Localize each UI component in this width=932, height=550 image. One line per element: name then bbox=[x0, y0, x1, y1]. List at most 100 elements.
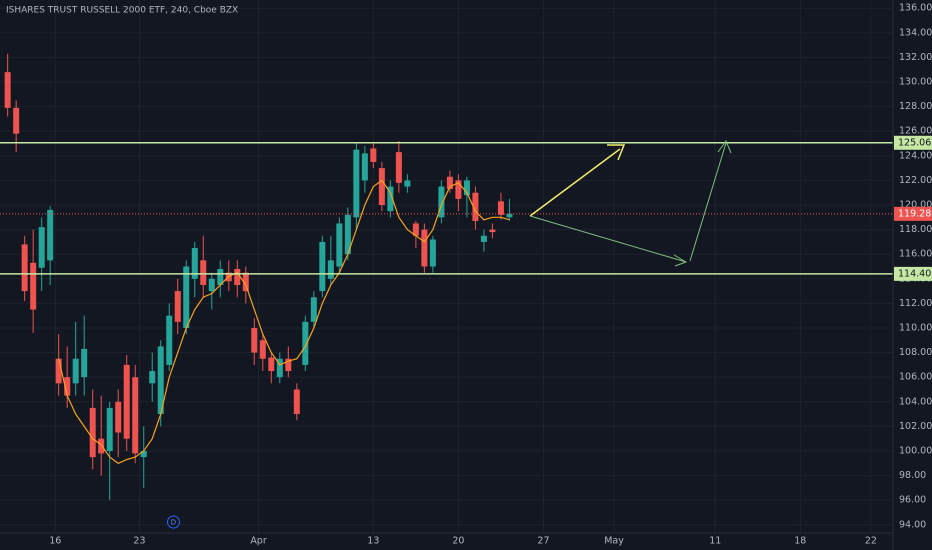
candle-body bbox=[421, 229, 428, 267]
y-tick-label: 98.00 bbox=[899, 470, 926, 481]
candle-body bbox=[404, 180, 411, 187]
candle-body bbox=[149, 371, 156, 384]
x-tick-label: 11 bbox=[709, 536, 721, 547]
last-price-badge bbox=[894, 206, 932, 221]
dividend-marker bbox=[166, 515, 180, 529]
y-tick-label: 108.00 bbox=[899, 347, 932, 358]
y-tick-label: 122.00 bbox=[899, 175, 932, 186]
plot bbox=[0, 53, 893, 501]
y-tick-label: 124.00 bbox=[899, 150, 932, 161]
grid bbox=[0, 0, 893, 533]
x-tick-label: 27 bbox=[537, 536, 549, 547]
candle-body bbox=[387, 186, 394, 212]
candle-body bbox=[191, 248, 198, 279]
x-tick-label: 13 bbox=[367, 536, 379, 547]
y-tick-label: 110.00 bbox=[899, 322, 932, 333]
candle-body bbox=[106, 407, 113, 451]
x-tick-label: 23 bbox=[133, 536, 145, 547]
candle-body bbox=[370, 148, 377, 162]
candle-body bbox=[123, 364, 130, 439]
candle-body bbox=[157, 346, 164, 415]
candle-body bbox=[242, 272, 249, 292]
candle-body bbox=[361, 153, 368, 181]
candle-body bbox=[259, 340, 266, 359]
candle-body bbox=[336, 223, 343, 267]
candle-body bbox=[200, 260, 207, 285]
candle-body bbox=[30, 262, 37, 310]
candle-body bbox=[497, 201, 504, 215]
candle-body bbox=[183, 266, 190, 328]
x-tick-label: 22 bbox=[865, 536, 877, 547]
y-tick-label: 118.00 bbox=[899, 224, 932, 235]
y-tick-label: 116.00 bbox=[899, 249, 932, 260]
candle-body bbox=[463, 180, 470, 196]
candle-body bbox=[429, 239, 436, 267]
candle-body bbox=[438, 186, 445, 218]
x-tick-label: Apr bbox=[250, 536, 267, 547]
dividend-label: D bbox=[171, 519, 176, 527]
x-tick-label: 18 bbox=[794, 536, 806, 547]
candle-body bbox=[353, 149, 360, 218]
y-tick-label: 96.00 bbox=[899, 495, 926, 506]
candle-body bbox=[319, 241, 326, 292]
y-tick-label: 130.00 bbox=[899, 77, 932, 88]
candle-body bbox=[140, 450, 147, 458]
drawings bbox=[529, 139, 732, 267]
candle-body bbox=[208, 278, 215, 292]
y-tick-label: 102.00 bbox=[899, 421, 932, 432]
candle-body bbox=[38, 227, 45, 268]
candle-body bbox=[13, 107, 20, 134]
candle-body bbox=[47, 209, 54, 261]
candle-body bbox=[4, 72, 11, 108]
y-tick-label: 120.00 bbox=[899, 200, 932, 211]
candle-body bbox=[81, 348, 88, 378]
candle-body bbox=[302, 321, 309, 365]
y-tick-label: 128.00 bbox=[899, 101, 932, 112]
level-label: 114.40 bbox=[898, 268, 931, 279]
candle-body bbox=[446, 176, 453, 190]
candle-body bbox=[293, 389, 300, 415]
candle-body bbox=[395, 152, 402, 183]
candle-body bbox=[55, 358, 62, 384]
y-tick-label: 134.00 bbox=[899, 27, 932, 38]
y-tick-label: 126.00 bbox=[899, 126, 932, 137]
candle-body bbox=[174, 291, 181, 322]
x-tick-label: 20 bbox=[452, 536, 464, 547]
x-tick-label: 16 bbox=[49, 536, 61, 547]
candle-body bbox=[98, 438, 105, 454]
y-tick-label: 104.00 bbox=[899, 396, 932, 407]
candle-body bbox=[268, 357, 275, 372]
candle-body bbox=[166, 315, 173, 365]
arrow-line bbox=[529, 215, 687, 263]
candle-body bbox=[72, 358, 79, 384]
y-tick-label: 94.00 bbox=[899, 519, 926, 530]
candle-body bbox=[89, 407, 96, 458]
candle-body bbox=[455, 180, 462, 199]
candle-body bbox=[310, 297, 317, 322]
last-price-label: 119.28 bbox=[898, 208, 931, 219]
candle-body bbox=[378, 168, 385, 206]
candle-body bbox=[276, 358, 283, 378]
x-tick-label: May bbox=[604, 536, 624, 547]
arrow-head bbox=[717, 139, 732, 154]
candle-body bbox=[132, 377, 139, 454]
y-tick-label: 112.00 bbox=[899, 298, 932, 309]
arrow-head bbox=[673, 254, 688, 267]
arrow-line bbox=[529, 148, 621, 217]
candle-body bbox=[472, 192, 479, 221]
level-badge bbox=[894, 135, 932, 150]
candle-body bbox=[489, 229, 496, 233]
moving-average bbox=[58, 179, 510, 464]
level-badge bbox=[894, 266, 932, 281]
arrow-head bbox=[607, 144, 626, 161]
candle-body bbox=[234, 268, 241, 285]
axis-labels: 94.00 96.00 98.00 100.00 102.00 104.00 106.00 1… bbox=[49, 3, 932, 547]
y-tick-label: 100.00 bbox=[899, 445, 932, 456]
candle-body bbox=[480, 235, 487, 242]
candle-body bbox=[344, 214, 351, 255]
y-tick-label: 136.00 bbox=[899, 3, 932, 14]
candle-body bbox=[506, 213, 513, 218]
level-label: 125.06 bbox=[898, 137, 931, 148]
